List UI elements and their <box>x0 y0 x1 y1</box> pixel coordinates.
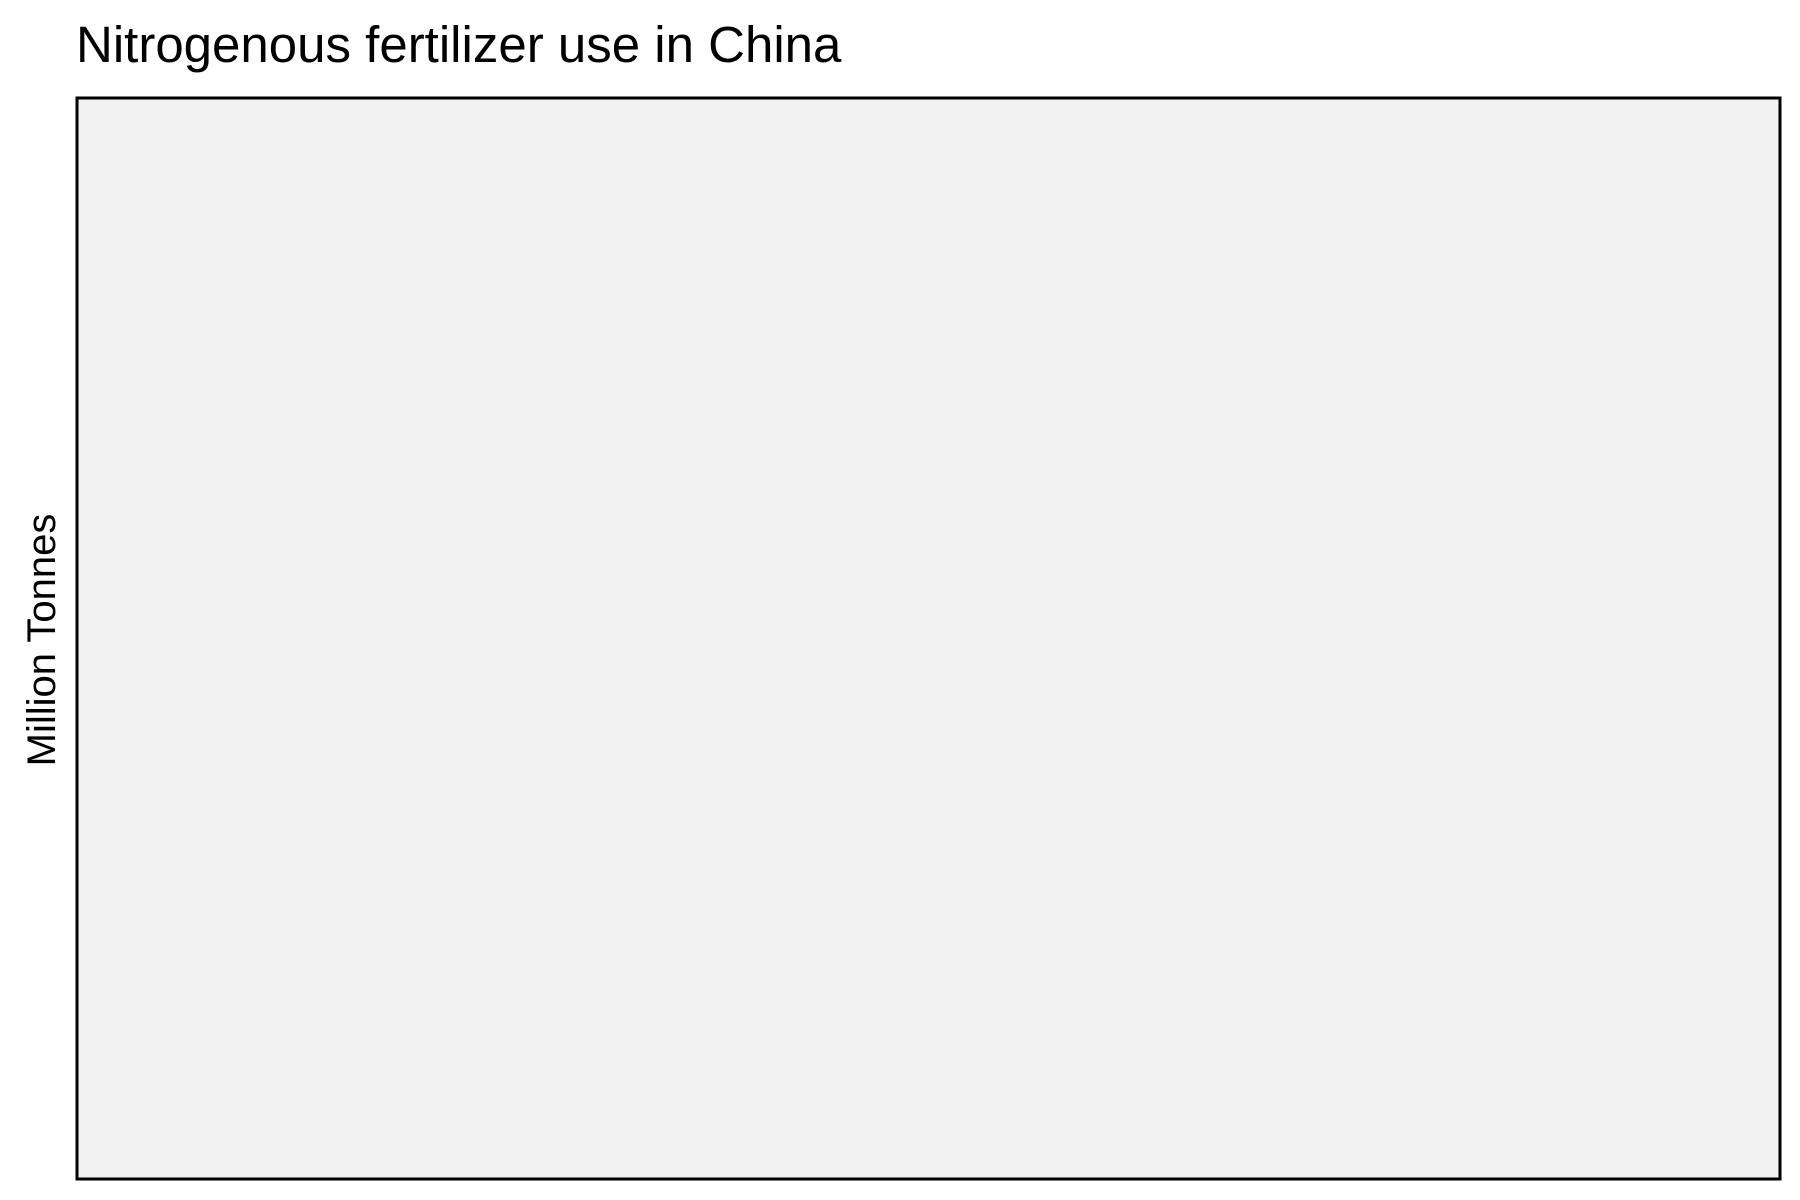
y-axis-label: Million Tonnes <box>20 514 64 767</box>
chart-title: Nitrogenous fertilizer use in China <box>76 16 842 73</box>
plot-panel <box>75 96 1782 1181</box>
